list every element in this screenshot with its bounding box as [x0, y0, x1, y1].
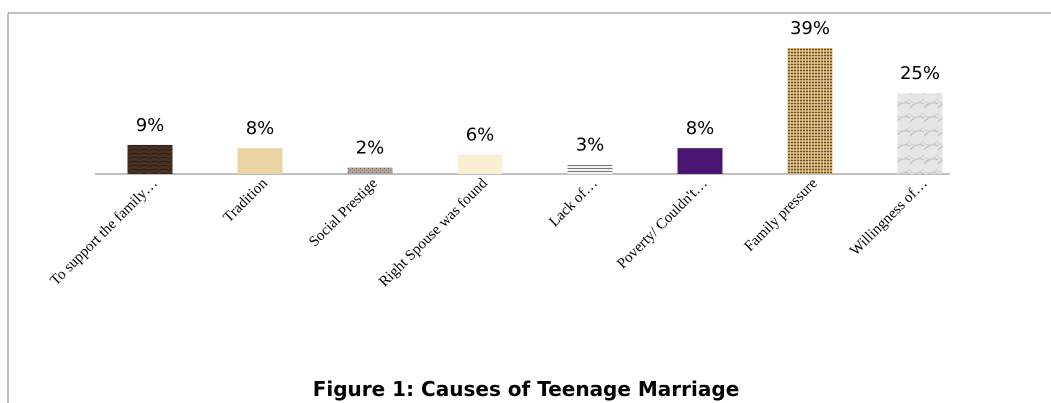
bar-6: [787, 48, 833, 174]
category-label-0: To support the family…: [47, 176, 160, 289]
value-label-7: 25%: [900, 63, 940, 84]
value-label-1: 8%: [246, 118, 275, 139]
bar-2: [347, 167, 393, 174]
bars-group: [127, 48, 943, 174]
category-label-3: Right Spouse was found: [376, 175, 491, 290]
chart-title: Figure 1: Causes of Teenage Marriage: [313, 377, 740, 401]
category-labels-group: To support the family… Tradition Social Pr…: [47, 175, 930, 290]
category-label-6: Family pressure: [741, 175, 821, 255]
value-label-2: 2%: [356, 138, 385, 159]
category-label-1: Tradition: [220, 175, 271, 226]
value-label-6: 39%: [790, 18, 830, 39]
category-label-5: Poverty/ Couldn't…: [614, 176, 711, 273]
category-label-4: Lack of…: [546, 176, 601, 231]
bar-4: [567, 164, 613, 174]
bar-3: [457, 154, 503, 174]
value-label-5: 8%: [686, 118, 715, 139]
value-label-0: 9%: [136, 115, 165, 136]
value-labels-group: 9% 8% 2% 6% 3% 8% 39% 25%: [136, 18, 940, 159]
bar-7: [897, 93, 943, 174]
category-label-7: Willingness of…: [847, 176, 931, 260]
bar-1: [237, 148, 283, 174]
value-label-3: 6%: [466, 125, 495, 146]
bar-5: [677, 148, 723, 174]
bar-0: [127, 144, 173, 174]
category-label-2: Social Prestige: [306, 175, 381, 250]
value-label-4: 3%: [576, 134, 605, 155]
